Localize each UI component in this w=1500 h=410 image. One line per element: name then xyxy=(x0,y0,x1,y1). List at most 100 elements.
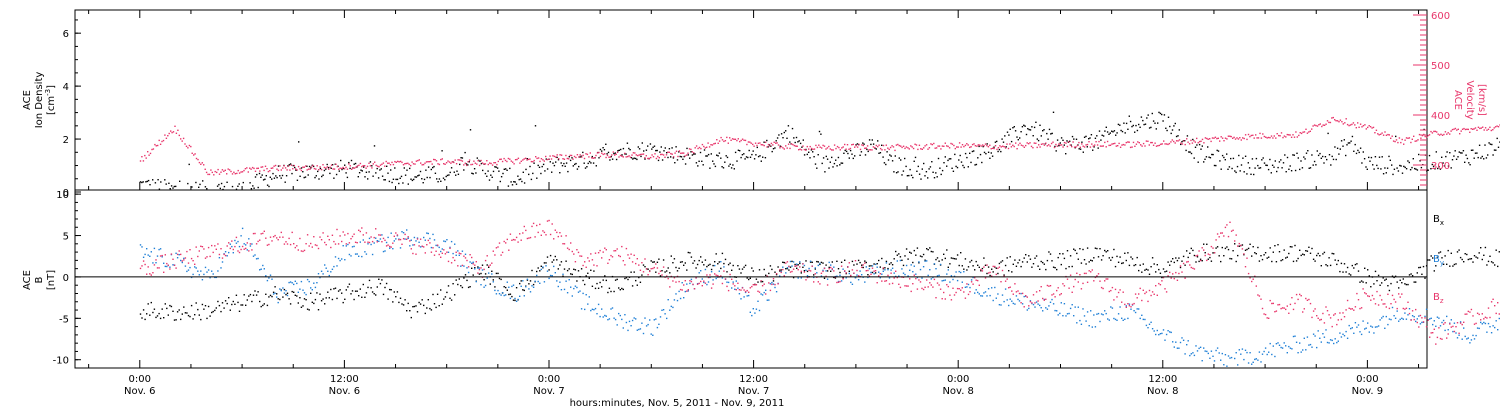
data-point xyxy=(1215,164,1217,167)
data-point xyxy=(333,288,335,290)
data-point xyxy=(168,182,170,184)
data-point xyxy=(443,298,445,300)
data-point xyxy=(608,287,611,289)
data-point xyxy=(771,150,773,153)
data-point xyxy=(276,293,278,295)
data-point xyxy=(1331,117,1333,119)
data-point xyxy=(826,278,829,280)
magnetic-field-panel-frame xyxy=(74,189,1428,369)
data-point xyxy=(1196,137,1198,140)
data-point xyxy=(410,178,412,180)
data-point xyxy=(894,155,896,157)
data-point xyxy=(672,156,675,158)
data-point xyxy=(1470,339,1473,341)
data-point xyxy=(479,160,481,162)
data-point xyxy=(841,162,844,164)
data-point xyxy=(895,144,898,146)
data-point xyxy=(226,302,228,305)
data-point xyxy=(395,161,397,163)
data-point xyxy=(1172,341,1174,343)
data-point xyxy=(1263,254,1265,256)
data-point xyxy=(1332,158,1335,161)
data-point xyxy=(1404,283,1406,285)
data-point xyxy=(514,297,516,300)
data-point xyxy=(1151,328,1154,330)
data-point xyxy=(576,286,578,289)
data-point xyxy=(1009,256,1011,258)
data-point xyxy=(569,159,572,162)
data-point xyxy=(1025,144,1027,147)
data-point xyxy=(1104,130,1106,132)
data-point xyxy=(1257,164,1259,167)
data-point xyxy=(559,281,561,283)
data-point xyxy=(714,142,716,145)
data-point xyxy=(266,304,269,307)
data-point xyxy=(842,268,844,270)
data-point xyxy=(1082,145,1084,147)
data-point xyxy=(184,265,187,267)
data-point xyxy=(1209,138,1211,140)
data-point xyxy=(881,144,883,146)
data-point xyxy=(738,293,741,295)
data-point xyxy=(606,154,609,157)
data-point xyxy=(782,261,784,263)
data-point xyxy=(1463,261,1465,263)
data-point xyxy=(1489,143,1492,145)
data-point xyxy=(1300,132,1303,135)
data-point xyxy=(498,277,501,280)
data-point xyxy=(893,272,895,274)
data-point xyxy=(766,146,768,148)
data-point xyxy=(881,273,883,275)
data-point xyxy=(268,185,270,188)
data-point xyxy=(1276,133,1278,135)
data-point xyxy=(148,154,150,156)
data-point xyxy=(200,318,202,321)
data-point xyxy=(1097,147,1099,149)
data-point xyxy=(641,153,643,155)
data-point xyxy=(514,181,516,183)
data-point xyxy=(969,146,971,149)
data-point xyxy=(220,182,223,185)
data-point xyxy=(1416,169,1419,171)
data-point xyxy=(1401,282,1403,284)
data-point xyxy=(289,169,291,171)
data-point xyxy=(1151,141,1153,144)
data-point xyxy=(822,269,824,272)
data-point xyxy=(515,287,518,289)
data-point xyxy=(1343,335,1346,337)
data-point xyxy=(761,294,764,296)
data-point xyxy=(959,154,961,157)
data-point xyxy=(394,167,396,169)
data-point xyxy=(883,162,886,164)
data-point xyxy=(396,178,399,181)
data-point xyxy=(1312,125,1314,127)
data-point xyxy=(1096,144,1099,146)
data-point xyxy=(931,161,933,163)
data-point xyxy=(828,167,830,169)
data-point xyxy=(418,301,420,304)
data-point xyxy=(220,267,222,269)
data-point xyxy=(394,160,396,163)
data-point xyxy=(416,311,419,313)
data-point xyxy=(415,160,418,162)
data-point xyxy=(412,306,414,308)
data-point xyxy=(282,167,284,169)
data-point xyxy=(1366,168,1368,170)
data-point xyxy=(759,142,761,144)
data-point xyxy=(364,176,366,178)
data-point xyxy=(599,148,602,151)
data-point xyxy=(467,161,469,163)
data-point xyxy=(670,152,672,155)
data-point xyxy=(509,167,511,170)
data-point xyxy=(726,136,728,139)
data-point xyxy=(1215,349,1217,352)
data-point xyxy=(744,264,747,267)
data-point xyxy=(1294,244,1296,247)
data-point xyxy=(1134,131,1136,133)
data-point xyxy=(764,141,767,143)
data-point xyxy=(1495,249,1497,251)
data-point xyxy=(1209,256,1211,259)
data-point xyxy=(901,259,903,261)
data-point xyxy=(1223,140,1225,142)
data-point xyxy=(178,254,180,256)
